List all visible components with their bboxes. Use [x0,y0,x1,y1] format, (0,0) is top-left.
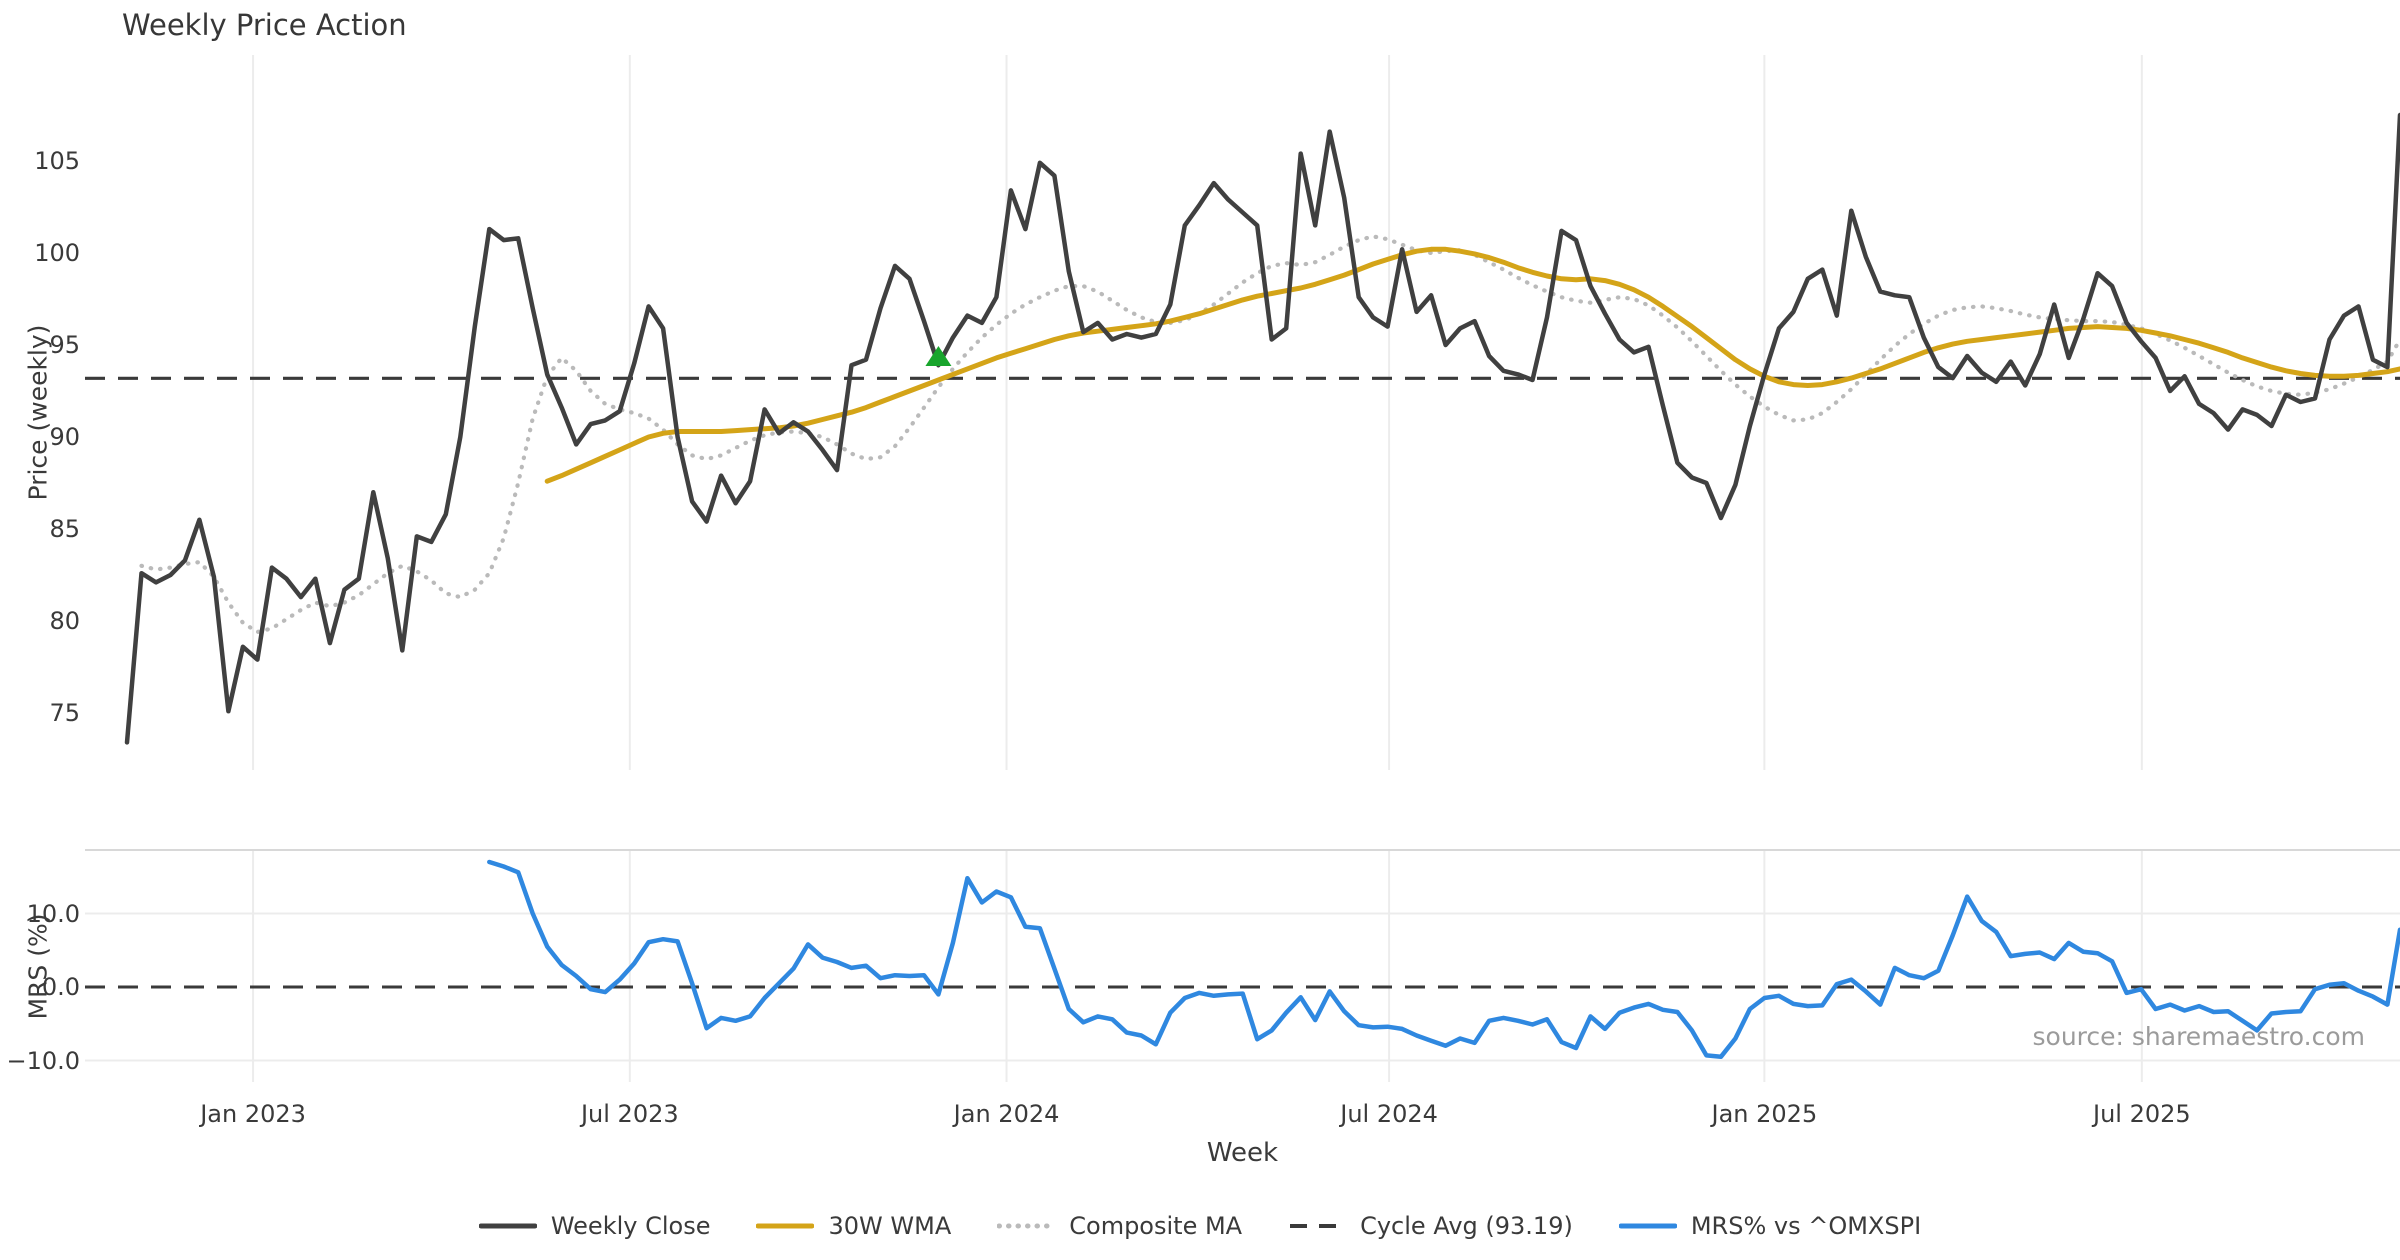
legend-item: 30W WMA [756,1212,951,1240]
price-y-tick: 90 [49,423,80,451]
legend-swatch-solid-icon [1618,1223,1677,1229]
legend-label: Composite MA [1069,1212,1243,1240]
price-y-tick: 75 [49,699,80,727]
price-y-tick: 100 [34,239,80,267]
legend-item: Composite MA [997,1212,1242,1240]
price-y-tick: 80 [49,607,80,635]
mrs-line [487,859,2400,1060]
x-tick: Jul 2024 [1340,1100,1438,1128]
legend-swatch-solid-icon [756,1223,815,1229]
mrs-y-tick: 0.0 [41,973,80,1001]
x-tick: Jul 2025 [2092,1100,2191,1128]
chart-title: Weekly Price Action [122,8,407,42]
legend-item: Weekly Close [478,1212,711,1240]
mrs-y-tick: −10.0 [6,1046,80,1075]
weekly-close-line [124,112,2400,745]
buy-signal-triangle-icon [925,345,952,366]
legend-swatch-dotted-icon [997,1223,1056,1229]
wma-line [544,246,2400,484]
legend-swatch-dashed-icon [1290,1224,1345,1228]
legend-swatch-solid-icon [478,1223,537,1229]
legend-item: MRS% vs ^OMXSPI [1618,1212,1922,1240]
source-note: source: sharemaestro.com [2032,1022,2366,1051]
x-tick: Jan 2023 [200,1100,306,1128]
x-tick: Jul 2023 [580,1100,679,1128]
mrs-y-tick: 10.0 [26,899,80,928]
legend-label: 30W WMA [828,1212,952,1240]
x-tick: Jan 2025 [1711,1100,1818,1128]
legend-label: Cycle Avg (93.19) [1360,1212,1573,1240]
x-axis-label: Week [1206,1138,1279,1168]
legend-label: Weekly Close [550,1212,711,1240]
legend-label: MRS% vs ^OMXSPI [1690,1212,1922,1240]
price-y-tick: 95 [49,331,80,359]
x-tick: Jan 2024 [953,1100,1060,1128]
price-y-tick: 105 [34,147,80,175]
price-y-tick: 85 [49,515,80,543]
legend-item: Cycle Avg (93.19) [1288,1212,1573,1240]
legend: Weekly Close 30W WMA Composite MA Cycle Avg… [0,1212,2400,1240]
